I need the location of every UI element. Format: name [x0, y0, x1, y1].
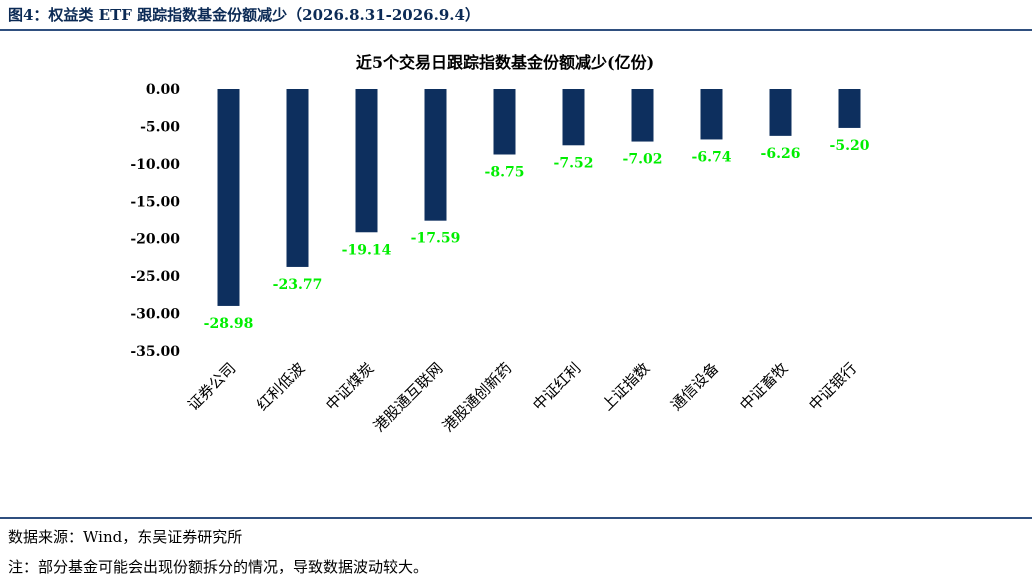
- footnote: 注：部分基金可能会出现份额拆分的情况，导致数据波动较大。: [8, 558, 429, 576]
- bar-chart: 近5个交易日跟踪指数基金份额减少(亿份) 0.00 -5.00 -10.00 -15.…: [130, 53, 870, 435]
- bar: [769, 89, 792, 136]
- data-label: -17.59: [411, 231, 461, 247]
- data-label: -7.02: [623, 152, 663, 168]
- x-tick-label: 红利低波: [253, 359, 308, 414]
- bar: [838, 89, 861, 128]
- bar: [286, 89, 309, 267]
- y-tick-label: -5.00: [140, 119, 180, 135]
- figure-title: 图4：权益类 ETF 跟踪指数基金份额减少（2026.8.31-2026.9.4…: [8, 6, 480, 24]
- x-tick-label: 证券公司: [184, 359, 239, 414]
- bar: [424, 89, 447, 221]
- x-tick-label: 上证指数: [598, 359, 653, 414]
- y-tick-label: -10.00: [130, 157, 180, 173]
- x-tick-label: 通信设备: [667, 359, 722, 414]
- data-label: -7.52: [554, 155, 594, 171]
- data-label: -23.77: [273, 277, 323, 293]
- top-divider: [0, 29, 1032, 31]
- data-label: -28.98: [204, 316, 254, 332]
- y-tick-label: -15.00: [130, 194, 180, 210]
- chart-title: 近5个交易日跟踪指数基金份额减少(亿份): [356, 53, 654, 72]
- data-label: -6.26: [761, 146, 801, 162]
- y-tick-label: 0.00: [146, 82, 180, 98]
- bar: [493, 89, 516, 155]
- data-label: -6.74: [692, 149, 732, 165]
- bottom-divider: [0, 517, 1032, 519]
- bar: [217, 89, 240, 306]
- y-tick-label: -25.00: [130, 269, 180, 285]
- x-tick-label: 中证红利: [529, 359, 584, 414]
- x-tick-label: 港股通创新药: [439, 359, 515, 435]
- y-tick-label: -30.00: [130, 307, 180, 323]
- x-tick-label: 港股通互联网: [370, 359, 446, 435]
- x-tick-label: 中证银行: [805, 359, 860, 414]
- x-tick-label: 中证畜牧: [736, 359, 791, 414]
- data-label: -5.20: [830, 138, 870, 154]
- bar: [562, 89, 585, 146]
- data-label: -8.75: [485, 165, 525, 181]
- source-note: 数据来源：Wind，东吴证券研究所: [8, 528, 243, 546]
- data-label: -19.14: [342, 242, 392, 258]
- bar: [631, 89, 654, 142]
- y-tick-label: -35.00: [130, 344, 180, 360]
- data-labels-group: -28.98 -23.77 -19.14 -17.59 -8.75 -7.52 -7.02 -…: [204, 138, 870, 332]
- x-tick-label: 中证煤炭: [322, 359, 377, 414]
- y-axis: 0.00 -5.00 -10.00 -15.00 -20.00 -25.00 -30.00 -…: [130, 82, 180, 360]
- bar: [700, 89, 723, 140]
- bars-group: [217, 89, 861, 306]
- bar: [355, 89, 378, 233]
- y-tick-label: -20.00: [130, 232, 180, 248]
